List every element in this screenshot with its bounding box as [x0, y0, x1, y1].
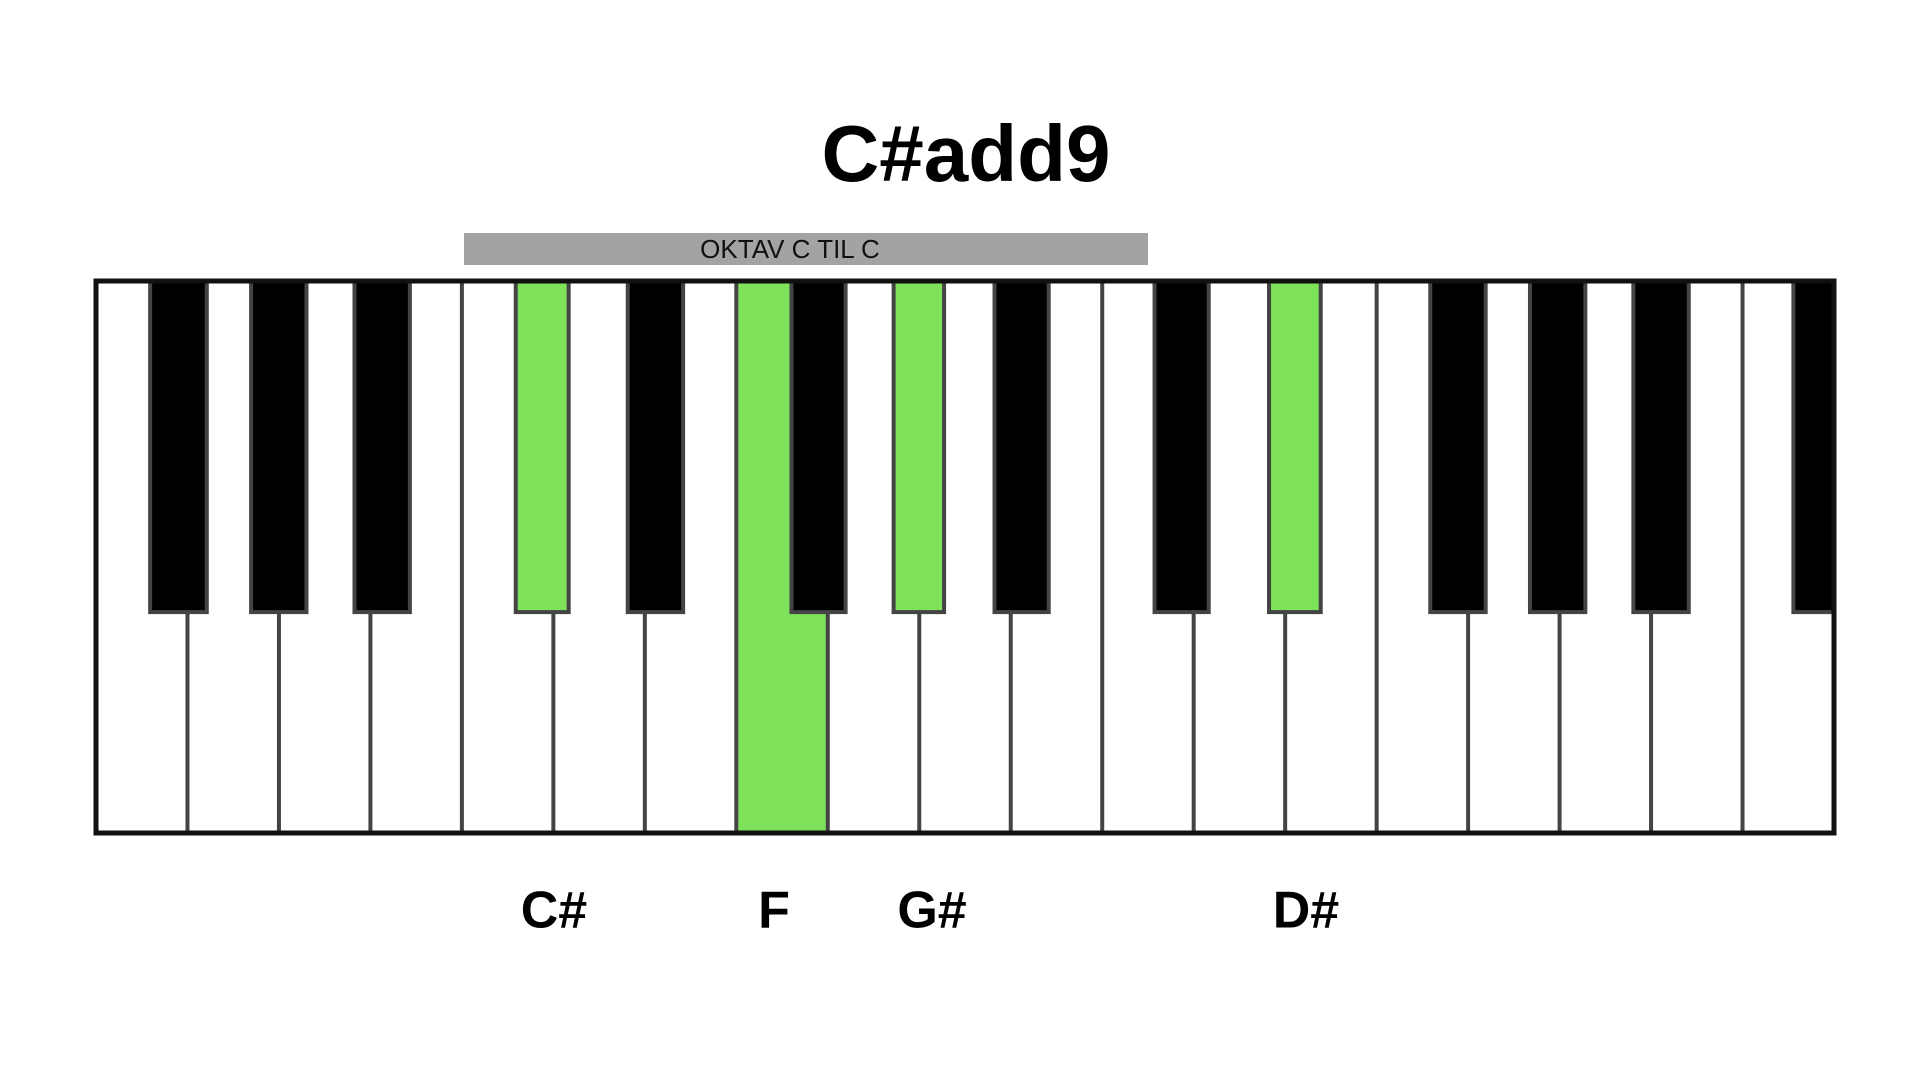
black-key: [249, 279, 309, 615]
note-label: D#: [1273, 882, 1340, 940]
black-key-highlight: [1267, 279, 1323, 615]
black-key: [1152, 279, 1211, 615]
black-key: [992, 279, 1051, 615]
octave-label: OKTAV C TIL C: [700, 234, 880, 264]
black-key: [1527, 279, 1588, 615]
black-key: [1631, 279, 1691, 615]
black-key: [625, 279, 686, 615]
octave-bar: [464, 233, 1148, 265]
black-key: [352, 279, 412, 615]
black-key: [1428, 279, 1488, 615]
keyboard-border: [93, 278, 1837, 836]
note-label: C#: [521, 882, 588, 940]
chord-title: C#add9: [822, 109, 1111, 198]
note-label: G#: [897, 882, 966, 940]
black-key: [1791, 279, 1836, 615]
black-key: [789, 279, 848, 615]
black-key-highlight: [513, 279, 571, 615]
black-key: [148, 279, 209, 615]
keyboard: [93, 278, 1837, 836]
black-key-highlight: [891, 279, 947, 615]
note-label: F: [758, 882, 790, 940]
